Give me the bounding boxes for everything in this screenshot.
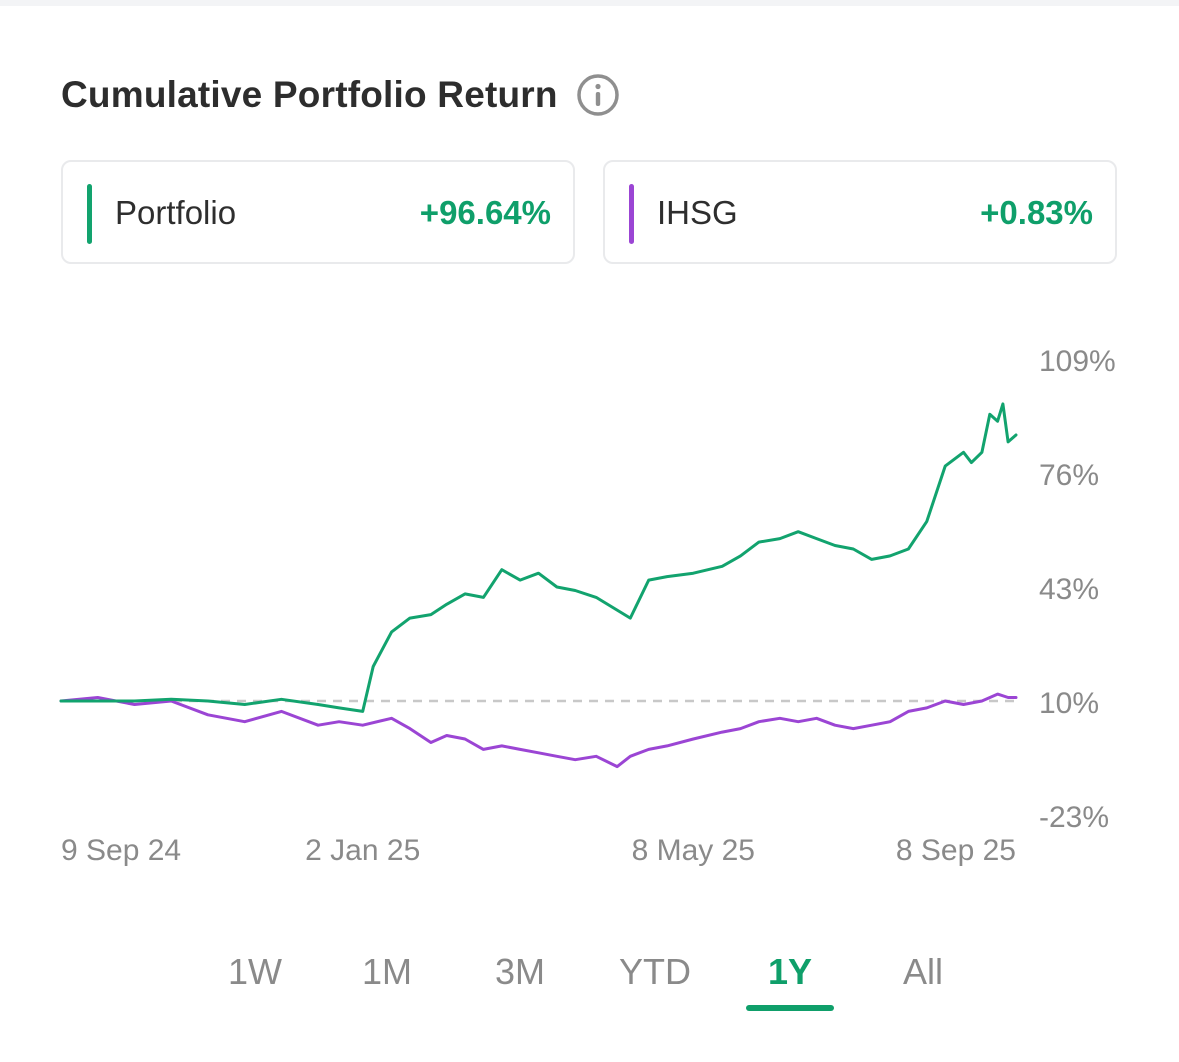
legend-value: +0.83% (980, 194, 1093, 231)
y-tick-label: 10% (1039, 687, 1099, 720)
tab-all[interactable]: All (902, 951, 943, 992)
header: Cumulative Portfolio Return (61, 72, 620, 118)
tab-ytd[interactable]: YTD (619, 951, 691, 992)
top-divider (0, 0, 1179, 6)
ihsg-color-bar (629, 184, 634, 244)
selected-tab-indicator (746, 1005, 834, 1011)
info-icon[interactable] (576, 73, 620, 117)
legend-card-portfolio: Portfolio +96.64% (61, 160, 575, 264)
series-line-portfolio (59, 402, 1018, 713)
y-tick-label: -23% (1039, 801, 1109, 834)
x-tick-label: 8 May 25 (632, 834, 755, 867)
tab-3m[interactable]: 3M (494, 951, 545, 992)
portfolio-color-bar (87, 184, 92, 244)
legend-card-ihsg: IHSG +0.83% (603, 160, 1117, 264)
return-chart: 109% 76% 43% 10% -23% 9 Sep 24 2 Jan 25 8 May 2… (59, 345, 1116, 867)
tab-1y[interactable]: 1Y (767, 951, 813, 992)
x-tick-label: 2 Jan 25 (305, 834, 420, 867)
y-tick-label: 43% (1039, 573, 1099, 606)
x-tick-label: 9 Sep 24 (61, 834, 181, 867)
tab-1m[interactable]: 1M (361, 951, 412, 992)
series-line-ihsg (59, 692, 1018, 769)
legend-label: Portfolio (115, 194, 237, 231)
y-tick-label: 76% (1039, 459, 1099, 492)
timeframe-tabs: 1W 1M 3M YTD 1Y All (190, 945, 990, 1015)
page-title: Cumulative Portfolio Return (61, 74, 558, 115)
legend-value: +96.64% (419, 194, 551, 231)
y-tick-label: 109% (1039, 345, 1116, 378)
x-tick-label: 8 Sep 25 (896, 834, 1016, 867)
tab-1w[interactable]: 1W (228, 951, 282, 992)
legend-label: IHSG (657, 194, 738, 231)
